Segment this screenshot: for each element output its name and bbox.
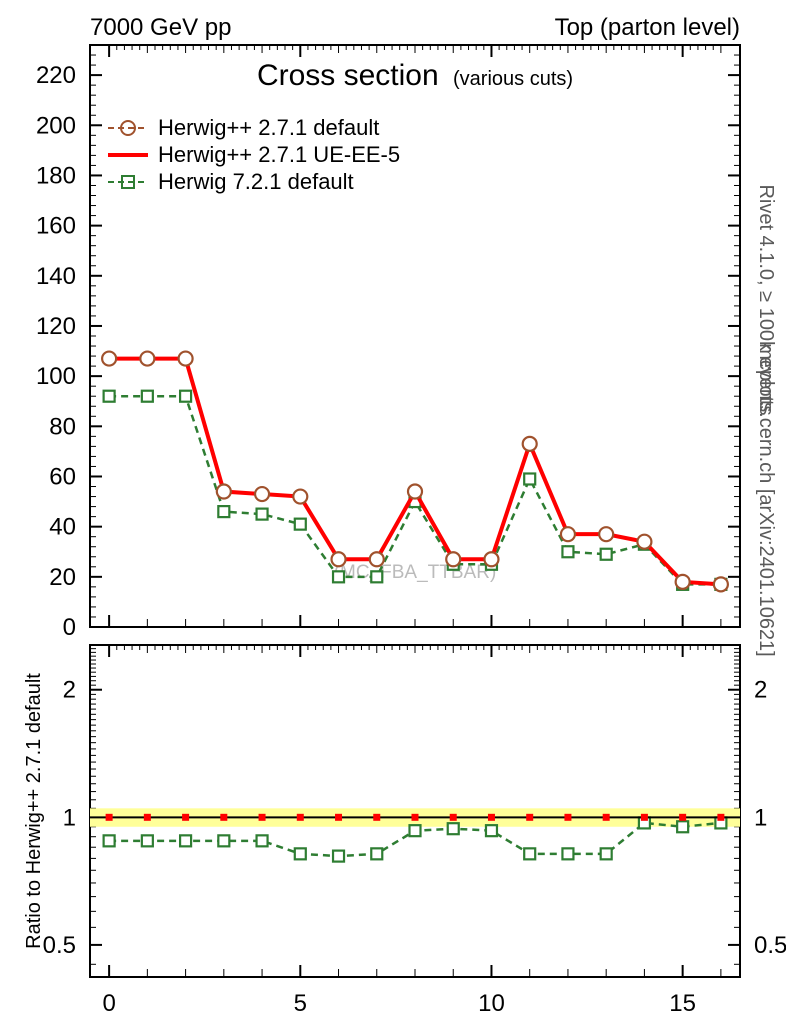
marker-herwig7-default-point-5[interactable] — [295, 519, 306, 530]
ratio-marker-herwig7-default-point-7[interactable] — [371, 848, 382, 859]
svg-text:1: 1 — [754, 804, 767, 831]
ratio-marker-ueee5-point-1[interactable] — [144, 814, 150, 820]
ratio-marker-herwig7-default-point-3[interactable] — [218, 835, 229, 846]
ratio-marker-herwig7-default-point-15[interactable] — [677, 821, 688, 832]
marker-herwigpp-default-point-2[interactable] — [179, 352, 193, 366]
marker-herwig7-default-point-4[interactable] — [257, 509, 268, 520]
svg-text:20: 20 — [49, 564, 76, 591]
marker-herwigpp-default-point-1[interactable] — [140, 352, 154, 366]
ratio-marker-herwig7-default-point-6[interactable] — [333, 851, 344, 862]
svg-text:2: 2 — [754, 677, 767, 704]
ratio-marker-ueee5-point-0[interactable] — [106, 814, 112, 820]
ratio-marker-herwig7-default-point-10[interactable] — [486, 825, 497, 836]
marker-herwigpp-default-point-6[interactable] — [332, 552, 346, 566]
ratio-marker-ueee5-point-13[interactable] — [603, 814, 609, 820]
ratio-marker-ueee5-point-16[interactable] — [718, 814, 724, 820]
svg-text:1: 1 — [63, 804, 76, 831]
marker-herwigpp-default-point-11[interactable] — [523, 437, 537, 451]
ratio-marker-ueee5-point-14[interactable] — [641, 814, 647, 820]
marker-herwigpp-default-point-7[interactable] — [370, 552, 384, 566]
marker-herwigpp-default-point-5[interactable] — [293, 490, 307, 504]
marker-herwig7-default-point-3[interactable] — [218, 506, 229, 517]
ratio-y-axis: 0.5 0.5 1 1 2 2 — [43, 649, 786, 965]
top-left-label: 7000 GeV pp — [90, 14, 231, 41]
svg-text:0: 0 — [63, 614, 76, 641]
marker-herwigpp-default-point-14[interactable] — [637, 535, 651, 549]
ratio-marker-herwig7-default-point-12[interactable] — [562, 848, 573, 859]
ratio-marker-ueee5-point-15[interactable] — [680, 814, 686, 820]
marker-herwigpp-default-point-16[interactable] — [714, 577, 728, 591]
ratio-marker-herwig7-default-point-4[interactable] — [257, 835, 268, 846]
ratio-marker-ueee5-point-5[interactable] — [297, 814, 303, 820]
ratio-marker-ueee5-point-7[interactable] — [374, 814, 380, 820]
svg-text:0.5: 0.5 — [43, 932, 76, 959]
ratio-marker-herwig7-default-point-5[interactable] — [295, 848, 306, 859]
marker-herwig7-default-point-1[interactable] — [142, 391, 153, 402]
marker-herwigpp-default-point-15[interactable] — [676, 575, 690, 589]
plot-root: 7000 GeV pp Top (parton level) Cross sec… — [0, 0, 786, 1024]
ratio-marker-herwig7-default-point-9[interactable] — [448, 823, 459, 834]
legend-label-herwigpp-default: Herwig++ 2.7.1 default — [158, 115, 379, 140]
main-data-series — [102, 352, 728, 592]
ratio-marker-herwig7-default-point-0[interactable] — [104, 835, 115, 846]
ratio-marker-herwig7-default-point-13[interactable] — [601, 848, 612, 859]
svg-text:60: 60 — [49, 463, 76, 490]
ratio-marker-herwig7-default-point-2[interactable] — [180, 835, 191, 846]
marker-herwigpp-default-point-0[interactable] — [102, 352, 116, 366]
svg-text:160: 160 — [36, 213, 76, 240]
marker-herwigpp-default-point-13[interactable] — [599, 527, 613, 541]
svg-text:120: 120 — [36, 313, 76, 340]
top-right-label: Top (parton level) — [555, 14, 740, 41]
marker-herwig7-default-point-11[interactable] — [524, 473, 535, 484]
marker-herwig7-default-point-0[interactable] — [104, 391, 115, 402]
marker-herwigpp-default-point-9[interactable] — [446, 552, 460, 566]
chart-svg: 7000 GeV pp Top (parton level) Cross sec… — [0, 0, 786, 1024]
svg-text:0: 0 — [102, 990, 115, 1017]
marker-herwig7-default-point-7[interactable] — [371, 571, 382, 582]
ratio-marker-ueee5-point-12[interactable] — [565, 814, 571, 820]
marker-herwig7-default-point-12[interactable] — [562, 546, 573, 557]
marker-herwigpp-default-point-3[interactable] — [217, 485, 231, 499]
ratio-marker-herwig7-default-point-8[interactable] — [410, 825, 421, 836]
main-y-axis: 0 20 40 60 80 100 120 140 160 180 200 220 — [36, 45, 740, 641]
mcplots-label: mcplots.cern.ch [arXiv:2401.10621] — [755, 343, 777, 657]
ratio-marker-ueee5-point-4[interactable] — [259, 814, 265, 820]
svg-text:2: 2 — [63, 677, 76, 704]
svg-text:100: 100 — [36, 363, 76, 390]
svg-text:0.5: 0.5 — [754, 932, 786, 959]
legend-label-ueee5: Herwig++ 2.7.1 UE-EE-5 — [158, 142, 400, 167]
marker-herwigpp-default-point-8[interactable] — [408, 485, 422, 499]
ratio-marker-ueee5-point-8[interactable] — [412, 814, 418, 820]
svg-text:200: 200 — [36, 112, 76, 139]
ratio-marker-ueee5-point-6[interactable] — [336, 814, 342, 820]
line-ueee5 — [109, 359, 721, 585]
svg-text:5: 5 — [294, 990, 307, 1017]
ratio-marker-ueee5-point-2[interactable] — [183, 814, 189, 820]
ratio-y-axis-label: Ratio to Herwig++ 2.7.1 default — [23, 673, 45, 949]
ratio-marker-ueee5-point-10[interactable] — [488, 814, 494, 820]
marker-herwig7-default-point-13[interactable] — [601, 549, 612, 560]
svg-text:220: 220 — [36, 62, 76, 89]
svg-text:180: 180 — [36, 162, 76, 189]
ratio-marker-herwig7-default-point-11[interactable] — [524, 848, 535, 859]
svg-text:10: 10 — [478, 990, 505, 1017]
svg-text:80: 80 — [49, 413, 76, 440]
ratio-marker-herwig7-default-point-1[interactable] — [142, 835, 153, 846]
marker-herwigpp-default-point-12[interactable] — [561, 527, 575, 541]
ratio-marker-ueee5-point-3[interactable] — [221, 814, 227, 820]
legend-group: Herwig++ 2.7.1 default Herwig++ 2.7.1 UE… — [108, 115, 400, 194]
ratio-marker-ueee5-point-11[interactable] — [527, 814, 533, 820]
marker-herwig7-default-point-6[interactable] — [333, 571, 344, 582]
ratio-marker-ueee5-point-9[interactable] — [450, 814, 456, 820]
svg-text:140: 140 — [36, 263, 76, 290]
chart-title: Cross section (various cuts) — [257, 59, 573, 92]
legend-label-herwig7: Herwig 7.2.1 default — [158, 169, 354, 194]
svg-text:15: 15 — [669, 990, 696, 1017]
svg-text:40: 40 — [49, 514, 76, 541]
marker-herwigpp-default-point-4[interactable] — [255, 487, 269, 501]
marker-herwigpp-default-point-10[interactable] — [484, 552, 498, 566]
marker-herwig7-default-point-2[interactable] — [180, 391, 191, 402]
